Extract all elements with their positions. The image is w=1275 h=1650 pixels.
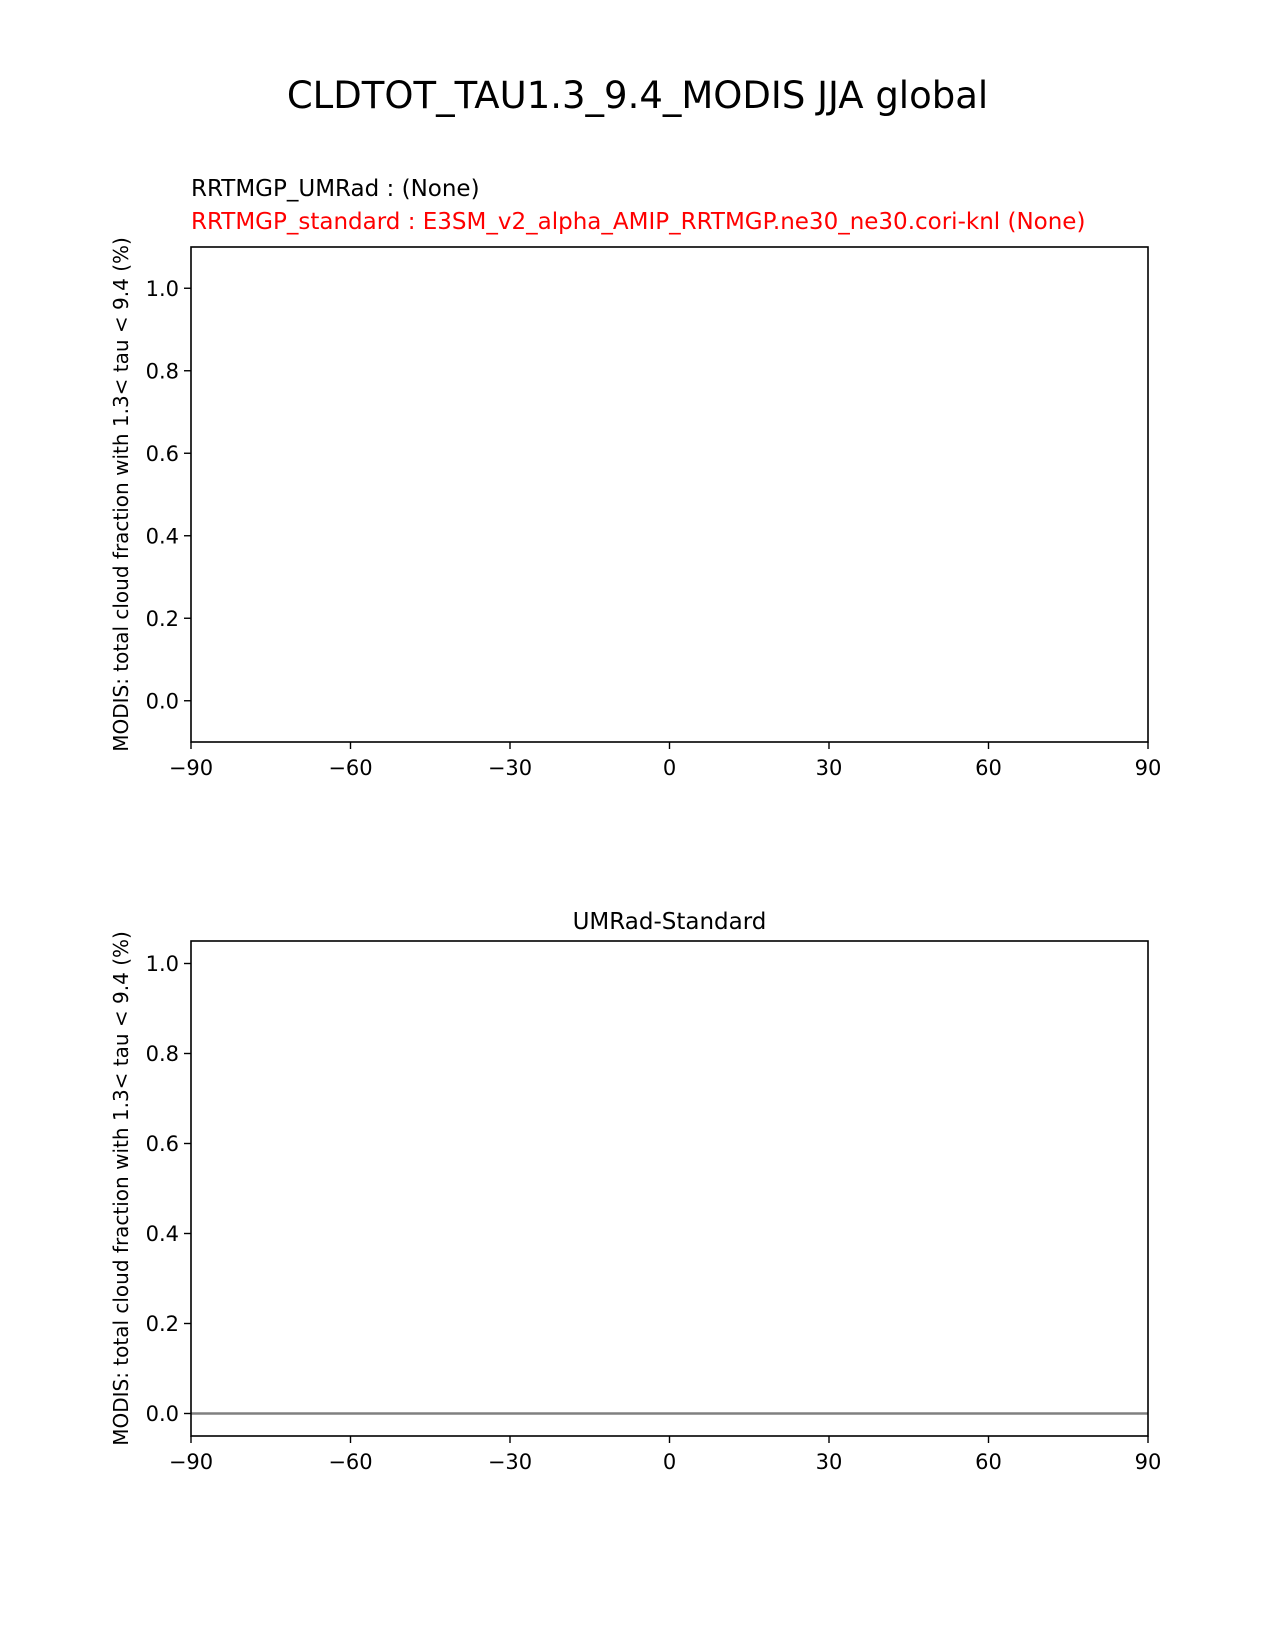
panel1-title-line-1: RRTMGP_UMRad : (None): [191, 176, 480, 202]
y-tick-label: 0.8: [146, 359, 179, 383]
y-tick-label: 0.8: [146, 1042, 179, 1066]
figure-title: CLDTOT_TAU1.3_9.4_MODIS JJA global: [286, 74, 989, 117]
axes-frame: [190, 246, 1149, 743]
x-tick-label: −90: [169, 756, 213, 780]
y-tick-label: 0.6: [146, 1132, 179, 1156]
x-tick-label: 60: [975, 1450, 1002, 1474]
y-axis-label: MODIS: total cloud fraction with 1.3< ta…: [109, 237, 133, 752]
x-tick-label: 60: [975, 756, 1002, 780]
panel-2: −90 −60 −30 0 30 60 90 0.0 0.2 0.4 0.6 0.8 1.0 MODIS:…: [109, 909, 1161, 1474]
y-tick-label: 0.2: [146, 607, 179, 631]
x-tick-label: 30: [816, 1450, 843, 1474]
x-tick-label: 90: [1135, 756, 1162, 780]
panel-title: UMRad-Standard: [573, 909, 767, 935]
y-tick-label: 0.4: [146, 524, 179, 548]
y-tick-label: 1.0: [146, 952, 179, 976]
axes-frame: [190, 940, 1149, 1437]
y-tick-label: 1.0: [146, 277, 179, 301]
x-tick-label: −30: [488, 1450, 532, 1474]
panel1-title-line-2: RRTMGP_standard : E3SM_v2_alpha_AMIP_RRT…: [191, 209, 1086, 235]
panel-1: −90 −60 −30 0 30 60 90 0.0 0.2 0.4 0.6 0.8 1.0 MODIS:…: [109, 237, 1161, 780]
x-tick-label: −90: [169, 1450, 213, 1474]
x-tick-label: −30: [488, 756, 532, 780]
y-tick-label: 0.6: [146, 442, 179, 466]
y-tick-label: 0.4: [146, 1222, 179, 1246]
x-tick-label: 30: [816, 756, 843, 780]
x-tick-label: −60: [328, 756, 372, 780]
y-axis-label: MODIS: total cloud fraction with 1.3< ta…: [109, 931, 133, 1446]
y-tick-label: 0.0: [146, 689, 179, 713]
y-tick-label: 0.2: [146, 1312, 179, 1336]
y-tick-label: 0.0: [146, 1402, 179, 1426]
x-tick-label: 90: [1135, 1450, 1162, 1474]
x-tick-label: 0: [663, 756, 676, 780]
x-tick-label: −60: [328, 1450, 372, 1474]
x-tick-label: 0: [663, 1450, 676, 1474]
